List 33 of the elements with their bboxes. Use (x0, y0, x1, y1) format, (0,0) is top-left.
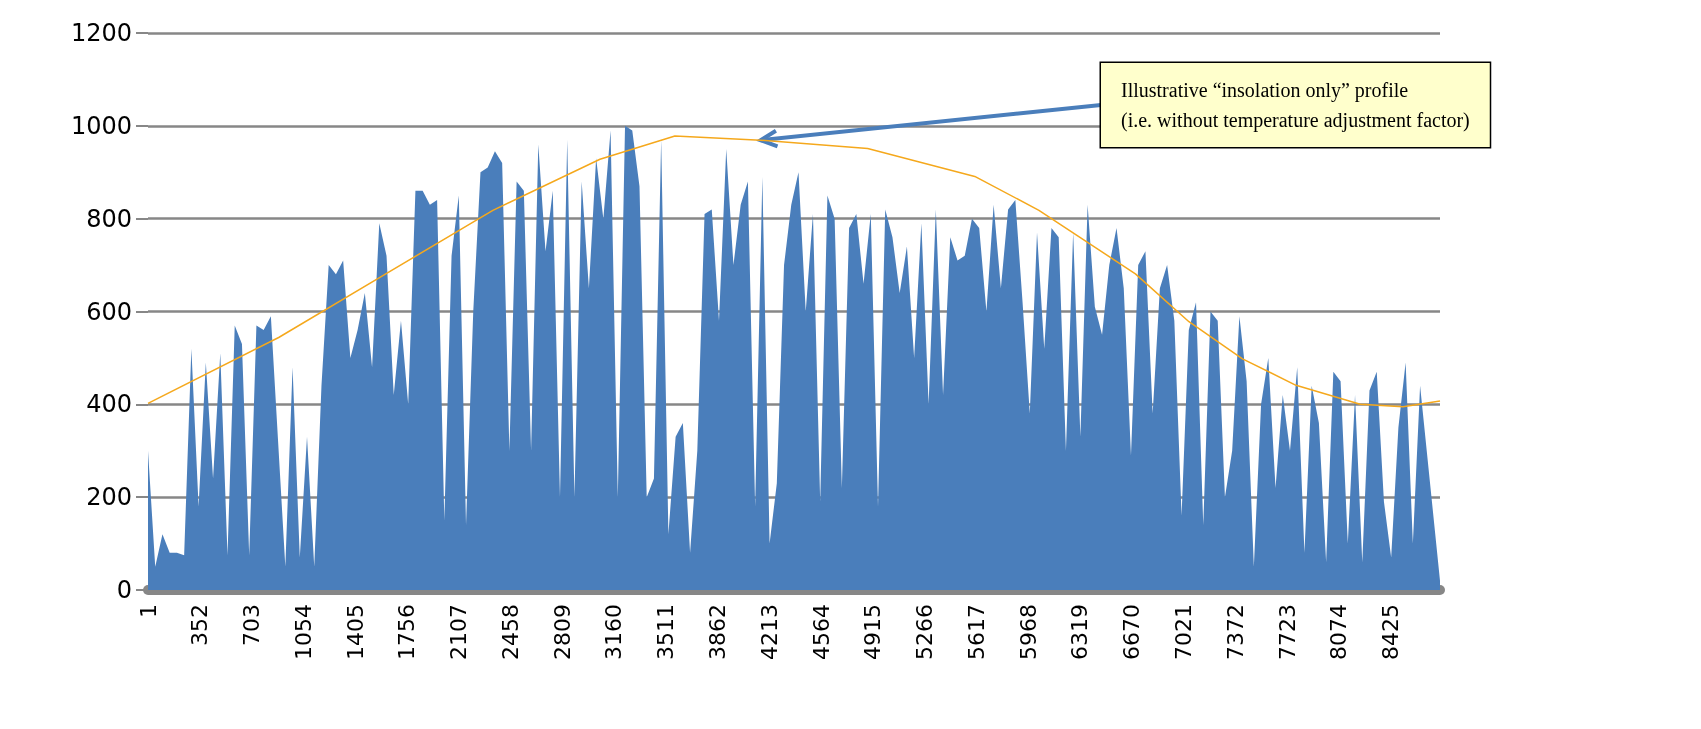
x-tick-label: 5617 (963, 604, 989, 660)
x-tick-label: 4213 (756, 604, 782, 660)
x-tick-label: 6319 (1067, 604, 1093, 660)
x-tick-label: 3511 (653, 604, 679, 660)
y-tick-label: 0 (116, 576, 132, 604)
x-tick-label: 3160 (601, 604, 627, 660)
x-tick-label: 7372 (1222, 604, 1248, 660)
x-tick-label: 352 (187, 604, 213, 646)
x-tick-label: 1405 (342, 604, 368, 660)
y-tick-label: 1000 (70, 111, 132, 140)
x-tick-label: 2458 (497, 604, 523, 660)
y-tick-label: 400 (86, 390, 132, 419)
x-tick-label: 1054 (290, 604, 316, 660)
x-tick-label: 4915 (860, 604, 886, 660)
x-tick-label: 703 (239, 604, 265, 646)
x-tick-label: 7723 (1274, 604, 1300, 660)
x-tick-label: 5266 (912, 604, 938, 660)
x-tick-label: 2107 (446, 604, 472, 660)
y-tick-label: 600 (86, 297, 132, 326)
x-tick-label: 7021 (1170, 604, 1196, 660)
x-tick-label: 8074 (1326, 604, 1352, 660)
y-tick-label: 1200 (70, 19, 132, 47)
x-tick-label: 4564 (808, 604, 834, 660)
x-tick-label: 6670 (1119, 604, 1145, 660)
x-tick-label: 1756 (394, 604, 420, 660)
y-tick-label: 200 (86, 483, 132, 512)
x-tick-label: 8425 (1378, 604, 1404, 660)
y-tick-label: 800 (86, 204, 132, 233)
x-tick-label: 5968 (1015, 604, 1041, 660)
x-tick-label: 2809 (549, 604, 575, 660)
x-tick-label: 3862 (705, 604, 731, 660)
annotation: Illustrative “insolation only” profile (i.e. without temperature adjustment factor) (1121, 79, 1470, 132)
x-tick-label: 1 (135, 604, 161, 618)
